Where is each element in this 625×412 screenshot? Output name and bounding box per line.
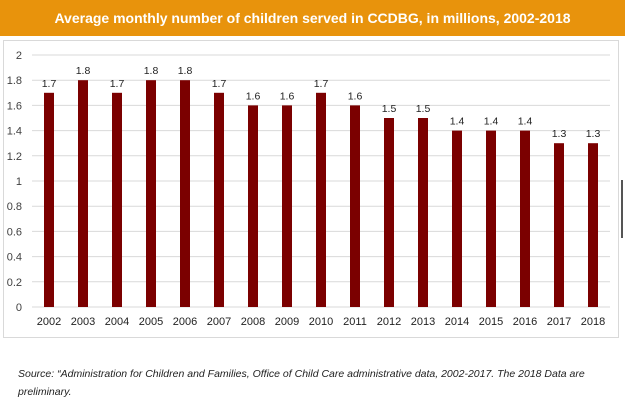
x-tick-label: 2008 bbox=[241, 316, 265, 328]
y-tick-label: 0.8 bbox=[7, 201, 22, 213]
y-tick-label: 1.4 bbox=[7, 126, 22, 138]
data-label: 1.3 bbox=[586, 128, 601, 140]
bar bbox=[146, 80, 156, 307]
y-tick-label: 1 bbox=[16, 176, 22, 188]
bar bbox=[316, 92, 326, 307]
bar bbox=[520, 130, 530, 307]
x-tick-label: 2011 bbox=[343, 316, 367, 328]
bar bbox=[44, 92, 54, 307]
y-tick-label: 0.4 bbox=[7, 252, 22, 264]
bar bbox=[180, 80, 190, 307]
x-tick-label: 2013 bbox=[411, 316, 435, 328]
y-tick-label: 1.8 bbox=[7, 75, 22, 87]
bar bbox=[554, 143, 564, 307]
y-tick-label: 0.6 bbox=[7, 226, 22, 238]
y-tick-label: 0.2 bbox=[7, 277, 22, 289]
x-tick-label: 2015 bbox=[479, 316, 503, 328]
divider-mark bbox=[621, 180, 623, 238]
data-label: 1.5 bbox=[416, 103, 431, 115]
data-label: 1.7 bbox=[314, 78, 329, 90]
bar-chart: 0 0.2 0.4 0.6 0.8 1 1.2 1.4 1.6 1.8 2 1.7 2002 1.8 200… bbox=[7, 50, 610, 328]
x-tick-label: 2017 bbox=[547, 316, 571, 328]
bar bbox=[452, 130, 462, 307]
data-label: 1.8 bbox=[76, 65, 91, 77]
x-tick-label: 2010 bbox=[309, 316, 333, 328]
chart-frame bbox=[3, 40, 619, 338]
data-label: 1.8 bbox=[178, 65, 193, 77]
x-tick-label: 2007 bbox=[207, 316, 231, 328]
x-tick-label: 2002 bbox=[37, 316, 61, 328]
bar bbox=[486, 130, 496, 307]
y-tick-label: 0 bbox=[16, 302, 22, 314]
chart-title: Average monthly number of children serve… bbox=[0, 0, 625, 36]
x-tick-label: 2016 bbox=[513, 316, 537, 328]
bar bbox=[78, 80, 88, 307]
data-label: 1.7 bbox=[212, 78, 227, 90]
y-tick-label: 1.2 bbox=[7, 151, 22, 163]
x-tick-label: 2018 bbox=[581, 316, 605, 328]
data-label: 1.6 bbox=[348, 90, 363, 102]
data-label: 1.5 bbox=[382, 103, 397, 115]
data-label: 1.6 bbox=[280, 90, 295, 102]
x-tick-label: 2003 bbox=[71, 316, 95, 328]
bar bbox=[384, 118, 394, 307]
bar bbox=[214, 92, 224, 307]
x-tick-label: 2014 bbox=[445, 316, 469, 328]
data-label: 1.7 bbox=[110, 78, 125, 90]
x-tick-label: 2004 bbox=[105, 316, 129, 328]
data-label: 1.3 bbox=[552, 128, 567, 140]
data-label: 1.6 bbox=[246, 90, 261, 102]
data-label: 1.4 bbox=[484, 116, 499, 128]
x-tick-label: 2012 bbox=[377, 316, 401, 328]
data-label: 1.4 bbox=[518, 116, 533, 128]
bar bbox=[588, 143, 598, 307]
x-tick-label: 2009 bbox=[275, 316, 299, 328]
y-tick-label: 2 bbox=[16, 50, 22, 62]
bar bbox=[418, 118, 428, 307]
data-label: 1.4 bbox=[450, 116, 465, 128]
source-note: Source: “Administration for Children and… bbox=[18, 368, 585, 398]
x-tick-label: 2006 bbox=[173, 316, 197, 328]
y-tick-label: 1.6 bbox=[7, 100, 22, 112]
x-tick-label: 2005 bbox=[139, 316, 163, 328]
bar bbox=[248, 105, 258, 308]
data-label: 1.8 bbox=[144, 65, 159, 77]
bar bbox=[112, 92, 122, 307]
bar bbox=[350, 105, 360, 308]
data-label: 1.7 bbox=[42, 78, 57, 90]
bar bbox=[282, 105, 292, 308]
